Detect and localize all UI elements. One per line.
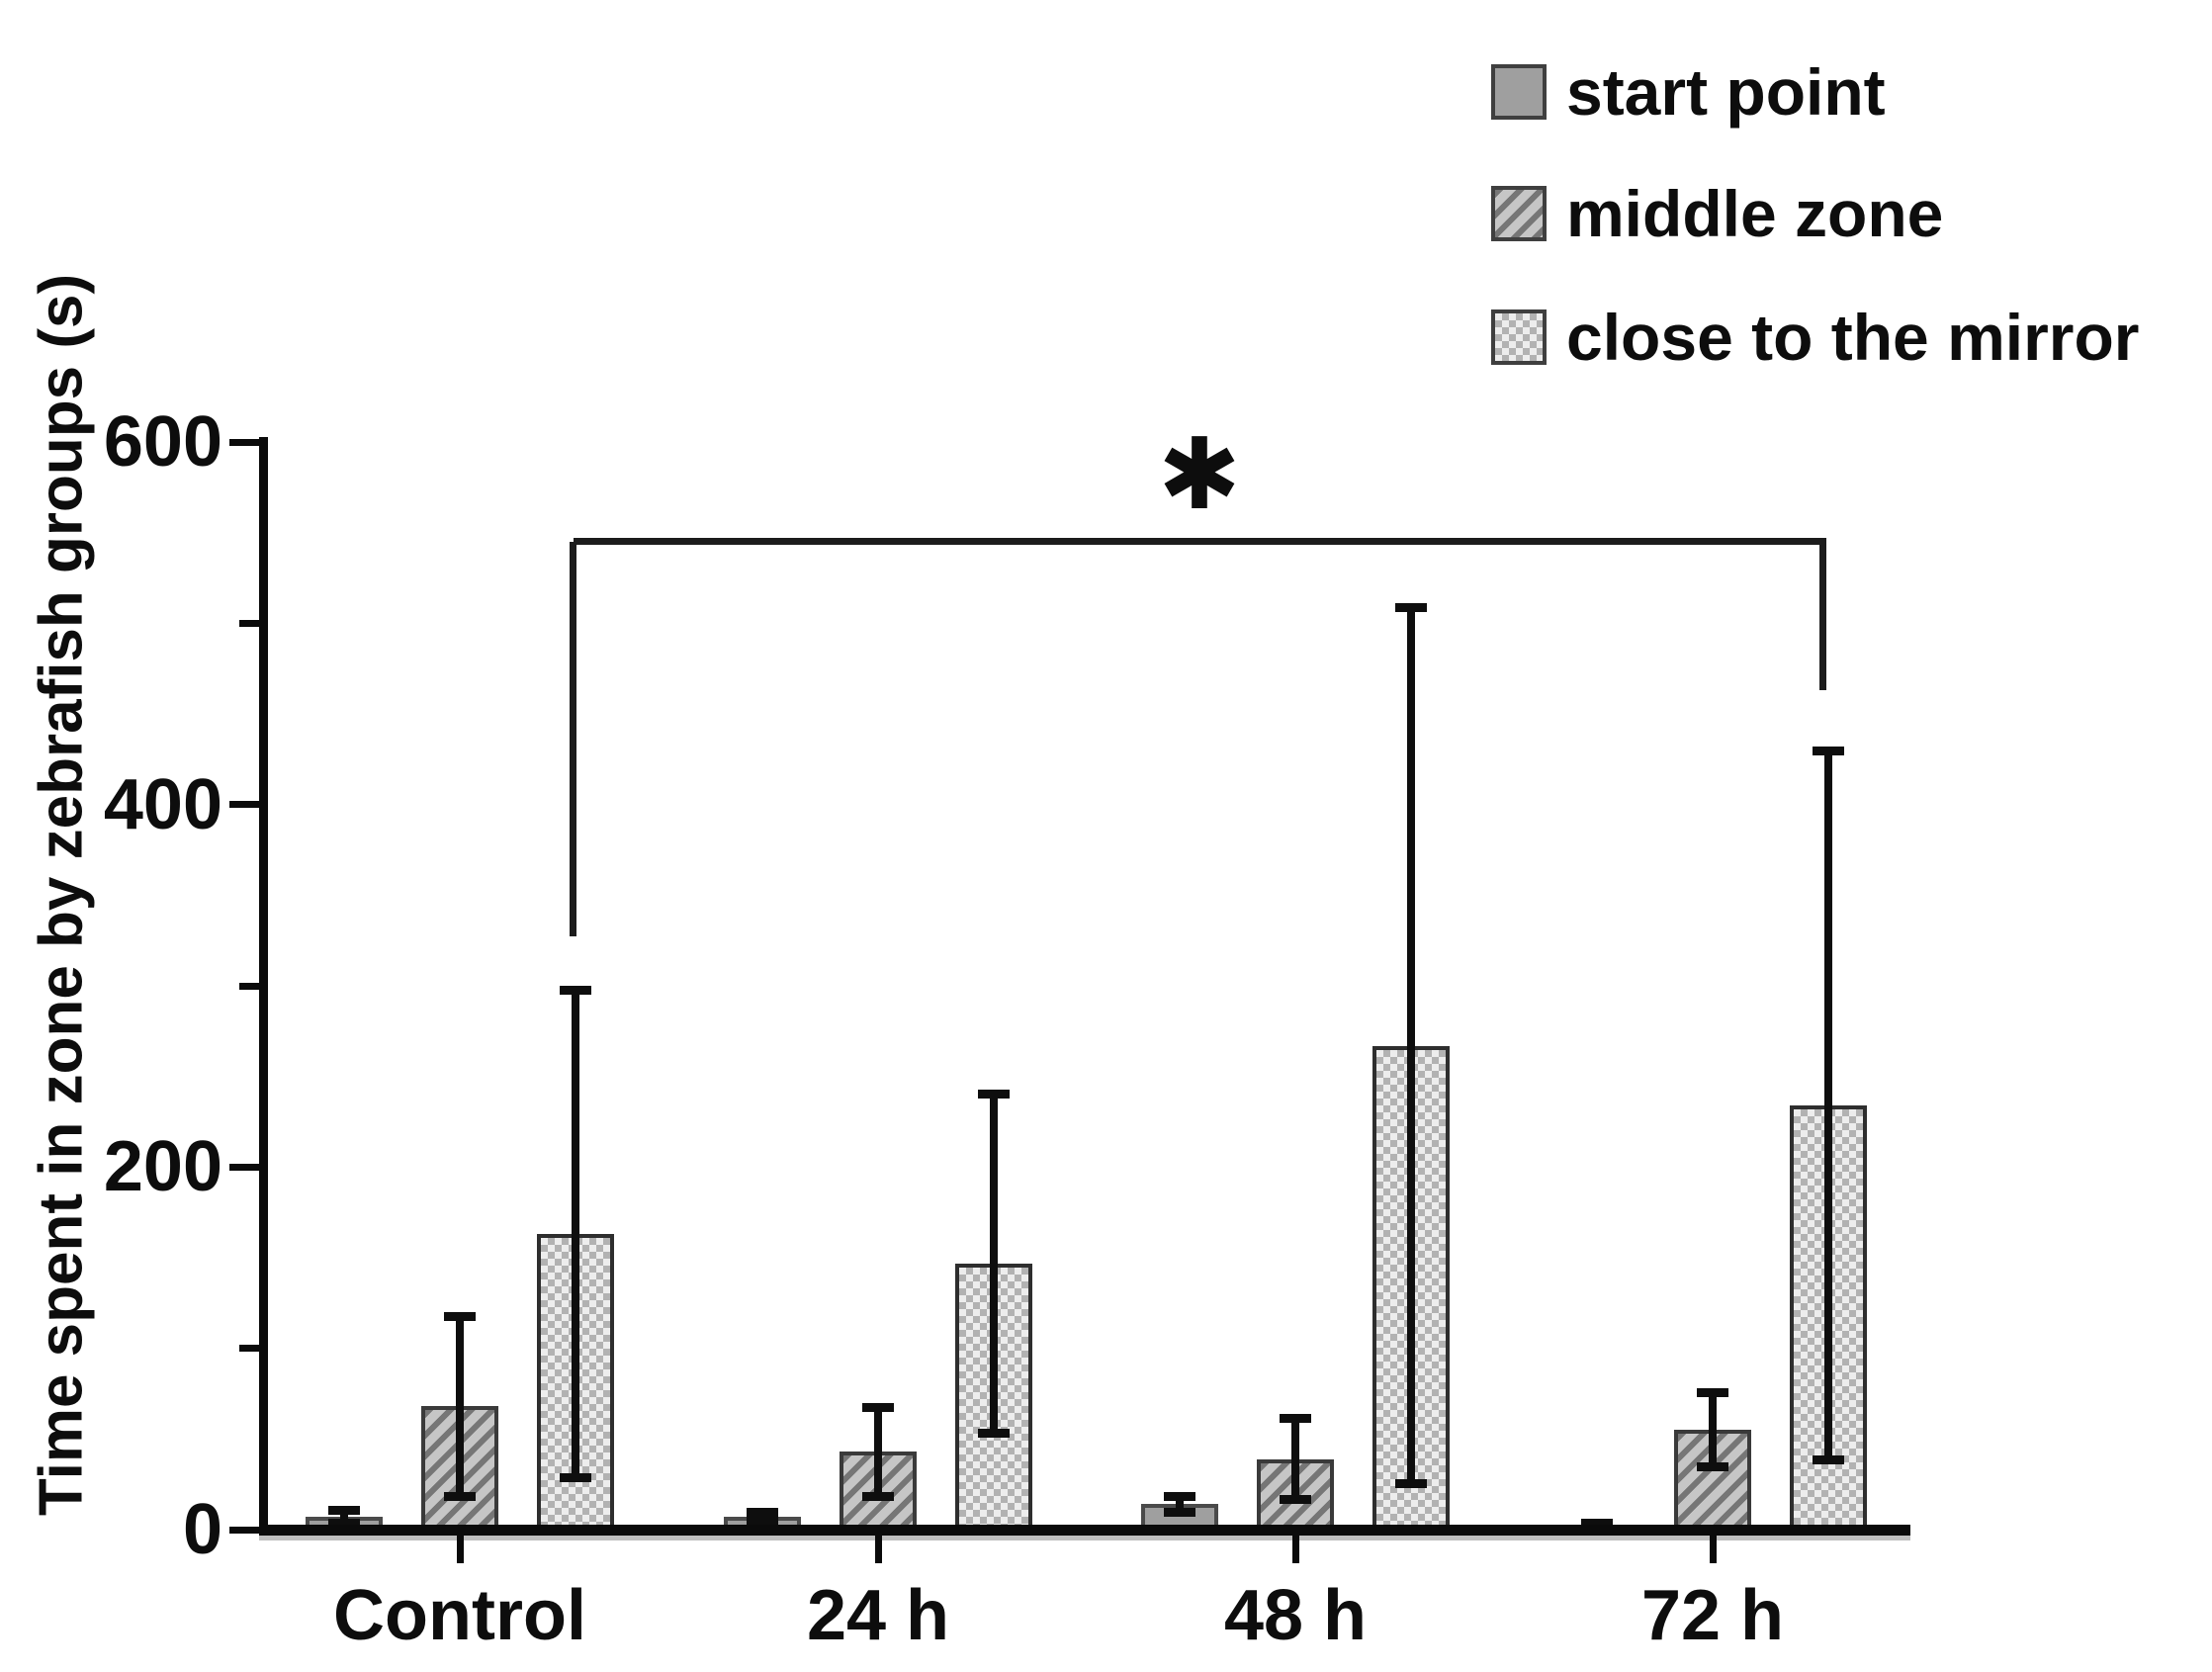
legend-swatch-middle-zone xyxy=(1491,186,1547,241)
error-bar-cap-bottom xyxy=(1280,1495,1311,1505)
error-bar-cap-bottom xyxy=(1164,1508,1195,1518)
error-bar-cap-top xyxy=(747,1508,778,1517)
error-bar-cap-top xyxy=(560,986,591,995)
error-bar-line xyxy=(1709,1388,1717,1472)
error-bar-cap-bottom xyxy=(444,1491,476,1501)
x-category-label: Control xyxy=(333,1576,586,1655)
error-bar-cap-bottom xyxy=(328,1519,360,1529)
error-bar-line xyxy=(990,1089,998,1438)
error-bar-line xyxy=(340,1506,348,1529)
error-bar-cap-bottom xyxy=(978,1428,1010,1438)
significance-bracket-right-drop xyxy=(1819,542,1826,690)
legend-label-middle-zone: middle zone xyxy=(1566,177,1944,250)
y-tick-label: 400 xyxy=(103,764,222,844)
error-bar-line xyxy=(1407,603,1415,1488)
y-tick-label: 200 xyxy=(103,1127,222,1207)
error-bar-line xyxy=(758,1508,766,1527)
y-major-tick xyxy=(229,1526,259,1534)
error-bar-cap-top xyxy=(862,1402,894,1412)
error-bar-line xyxy=(874,1402,882,1501)
error-bar-cap-top xyxy=(328,1506,360,1516)
y-tick-label: 0 xyxy=(182,1490,222,1569)
error-bar-cap-top xyxy=(1697,1388,1728,1397)
error-bar-cap-bottom xyxy=(1395,1478,1427,1488)
legend-swatch-start-point xyxy=(1491,64,1547,120)
significance-bracket-left-drop xyxy=(570,542,576,936)
error-bar-line xyxy=(1291,1413,1299,1505)
error-bar-cap-bottom xyxy=(1697,1462,1728,1472)
x-category-label: 48 h xyxy=(1223,1576,1368,1655)
y-tick-label: 600 xyxy=(103,402,222,482)
y-axis-line xyxy=(259,437,268,1536)
error-bar-cap-top xyxy=(1813,747,1844,755)
x-axis-shadow xyxy=(259,1536,1910,1540)
significance-bracket-horizontal xyxy=(574,538,1826,545)
error-bar-cap-top xyxy=(1280,1413,1311,1423)
error-bar-cap-top xyxy=(444,1312,476,1321)
error-bar-line xyxy=(1824,747,1832,1464)
x-category-label: 24 h xyxy=(806,1576,950,1655)
x-group-tick xyxy=(1291,1536,1299,1563)
error-bar-line xyxy=(456,1312,464,1501)
error-bar-cap-bottom xyxy=(560,1473,591,1483)
y-major-tick xyxy=(229,801,259,809)
legend-label-close-to-mirror: close to the mirror xyxy=(1566,301,2140,374)
y-major-tick xyxy=(229,1163,259,1171)
legend-swatch-close-to-mirror xyxy=(1491,309,1547,365)
x-axis-line xyxy=(259,1525,1910,1536)
x-category-label: 72 h xyxy=(1640,1576,1785,1655)
legend-label-start-point: start point xyxy=(1566,55,1886,129)
x-group-tick xyxy=(874,1536,882,1563)
error-bar-line xyxy=(572,986,579,1483)
y-minor-tick xyxy=(239,619,259,627)
error-bar-line xyxy=(1176,1491,1184,1518)
error-bar-cap-top xyxy=(1164,1491,1195,1501)
significance-star: ✱ xyxy=(1158,419,1241,530)
error-bar-cap-top xyxy=(978,1089,1010,1099)
error-bar-cap-top xyxy=(1395,603,1427,613)
error-bar-cap-bottom xyxy=(1813,1455,1844,1464)
y-minor-tick xyxy=(239,1345,259,1353)
error-bar-cap-bottom xyxy=(747,1517,778,1527)
y-major-tick xyxy=(229,438,259,446)
x-group-tick xyxy=(456,1536,464,1563)
y-minor-tick xyxy=(239,982,259,990)
error-bar-cap-bottom xyxy=(862,1491,894,1501)
x-group-tick xyxy=(1709,1536,1717,1563)
